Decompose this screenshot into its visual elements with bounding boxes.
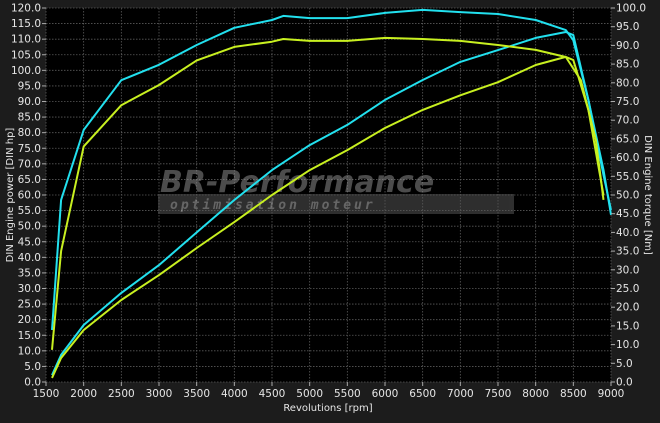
y-right-tick-label: 25.0 — [616, 283, 639, 295]
watermark-logo: BR-Performance optimisation moteur — [158, 165, 514, 214]
x-tick-label: 5500 — [334, 388, 361, 400]
y-right-tick-label: 70.0 — [616, 115, 639, 127]
y-left-tick-label: 120.0 — [11, 3, 41, 15]
y-left-tick-label: 10.0 — [18, 345, 41, 357]
y-right-tick-label: 80.0 — [616, 77, 639, 89]
y-right-tick-label: 100.0 — [616, 3, 646, 15]
x-axis-label: Revolutions [rpm] — [283, 403, 372, 414]
y-right-tick-label: 75.0 — [616, 96, 639, 108]
x-tick-label: 2000 — [70, 388, 97, 400]
y-left-tick-label: 85.0 — [18, 112, 41, 124]
y-right-tick-label: 65.0 — [616, 133, 639, 145]
x-tick-label: 5000 — [296, 388, 323, 400]
y-right-tick-label: 15.0 — [616, 320, 639, 332]
y-right-tick-label: 10.0 — [616, 339, 639, 351]
y-left-tick-label: 5.0 — [24, 361, 41, 373]
y-left-tick-label: 0.0 — [24, 377, 41, 389]
torque-curve-yellow — [51, 36, 605, 350]
x-tick-label: 6500 — [409, 388, 436, 400]
x-tick-label: 4000 — [221, 388, 248, 400]
y-left-tick-label: 20.0 — [18, 314, 41, 326]
y-left-tick-label: 45.0 — [18, 236, 41, 248]
y-left-tick-label: 55.0 — [18, 205, 41, 217]
y-right-tick-label: 60.0 — [616, 152, 639, 164]
y-right-tick-label: 5.0 — [616, 358, 633, 370]
x-tick-label: 4500 — [259, 388, 286, 400]
x-tick-label: 7000 — [447, 388, 474, 400]
x-tick-label: 6000 — [372, 388, 399, 400]
x-tick-label: 9000 — [598, 388, 625, 400]
y-left-axis-label: DIN Engine power [DIN hp] — [5, 128, 16, 263]
y-left-tick-label: 25.0 — [18, 299, 41, 311]
ticks: 1500 2000 2500 3000 3500 4000 4500 5000 5500 6000… — [11, 3, 646, 401]
y-left-tick-label: 115.0 — [11, 18, 41, 30]
y-left-tick-label: 40.0 — [18, 252, 41, 264]
y-right-tick-label: 45.0 — [616, 208, 639, 220]
y-left-tick-label: 100.0 — [11, 65, 41, 77]
y-right-tick-label: 40.0 — [616, 227, 639, 239]
y-left-tick-label: 75.0 — [18, 143, 41, 155]
y-right-tick-label: 90.0 — [616, 40, 639, 52]
y-right-tick-label: 55.0 — [616, 171, 639, 183]
y-left-tick-label: 35.0 — [18, 267, 41, 279]
series-group — [51, 8, 612, 379]
y-left-tick-label: 95.0 — [18, 80, 41, 92]
y-left-tick-label: 30.0 — [18, 283, 41, 295]
y-left-tick-label: 60.0 — [18, 190, 41, 202]
y-right-tick-label: 0.0 — [616, 377, 633, 389]
y-left-tick-label: 105.0 — [11, 49, 41, 61]
x-tick-label: 2500 — [108, 388, 135, 400]
y-left-tick-label: 50.0 — [18, 221, 41, 233]
y-left-tick-label: 70.0 — [18, 158, 41, 170]
y-right-tick-label: 20.0 — [616, 302, 639, 314]
x-tick-label: 7500 — [485, 388, 512, 400]
y-right-axis-label: DIN Engine torque [Nm] — [642, 135, 653, 255]
x-tick-label: 8000 — [522, 388, 549, 400]
torque-curve-cyan — [51, 8, 612, 331]
x-tick-label: 3500 — [183, 388, 210, 400]
y-right-tick-label: 35.0 — [616, 246, 639, 258]
y-left-tick-label: 90.0 — [18, 96, 41, 108]
y-right-tick-label: 30.0 — [616, 264, 639, 276]
y-right-tick-label: 95.0 — [616, 21, 639, 33]
y-left-tick-label: 80.0 — [18, 127, 41, 139]
power-curve-cyan — [51, 31, 612, 376]
y-left-tick-label: 15.0 — [18, 330, 41, 342]
watermark-tagline: optimisation moteur — [170, 198, 376, 213]
x-tick-label: 3000 — [146, 388, 173, 400]
y-right-tick-label: 85.0 — [616, 59, 639, 71]
watermark-band — [158, 194, 514, 214]
y-left-tick-label: 65.0 — [18, 174, 41, 186]
x-tick-label: 1500 — [33, 388, 60, 400]
y-left-tick-label: 110.0 — [11, 34, 41, 46]
x-tick-label: 8500 — [560, 388, 587, 400]
y-right-tick-label: 50.0 — [616, 190, 639, 202]
